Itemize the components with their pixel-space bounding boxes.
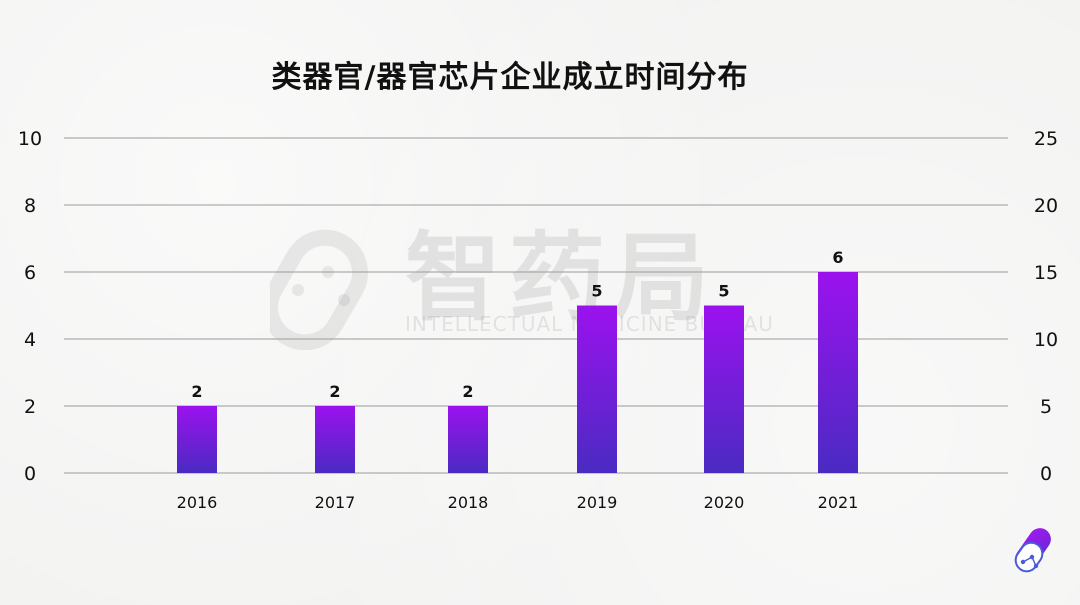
y2-tick-label: 25 xyxy=(1034,128,1058,150)
data-label: 2 xyxy=(329,382,340,401)
y-tick-label: 6 xyxy=(24,262,36,284)
bar xyxy=(448,406,488,473)
chart-title: 类器官/器官芯片企业成立时间分布 xyxy=(271,60,749,95)
bar xyxy=(177,406,217,473)
y-tick-label: 2 xyxy=(24,396,36,418)
x-tick-label: 2019 xyxy=(577,493,618,512)
x-tick-label: 2020 xyxy=(704,493,745,512)
data-label: 2 xyxy=(191,382,202,401)
bar xyxy=(577,305,617,473)
y2-tick-label: 5 xyxy=(1040,396,1052,418)
y2-tick-label: 20 xyxy=(1034,195,1058,217)
data-label: 6 xyxy=(832,248,843,267)
y-tick-label: 4 xyxy=(24,329,36,351)
y2-tick-label: 15 xyxy=(1034,262,1058,284)
watermark-brand: 智药局 xyxy=(405,222,717,334)
x-tick-label: 2021 xyxy=(818,493,859,512)
x-tick-label: 2016 xyxy=(177,493,218,512)
y2-tick-label: 0 xyxy=(1040,463,1052,485)
pill-logo-icon xyxy=(1014,528,1051,573)
y-tick-label: 8 xyxy=(24,195,36,217)
bar xyxy=(818,272,858,473)
x-tick-label: 2017 xyxy=(315,493,356,512)
bar xyxy=(704,305,744,473)
x-tick-label: 2018 xyxy=(448,493,489,512)
data-label: 5 xyxy=(718,282,729,301)
bar xyxy=(315,406,355,473)
data-label: 5 xyxy=(591,282,602,301)
y-tick-label: 0 xyxy=(24,463,36,485)
y-tick-label: 10 xyxy=(18,128,42,150)
data-label: 2 xyxy=(462,382,473,401)
y2-tick-label: 10 xyxy=(1034,329,1058,351)
